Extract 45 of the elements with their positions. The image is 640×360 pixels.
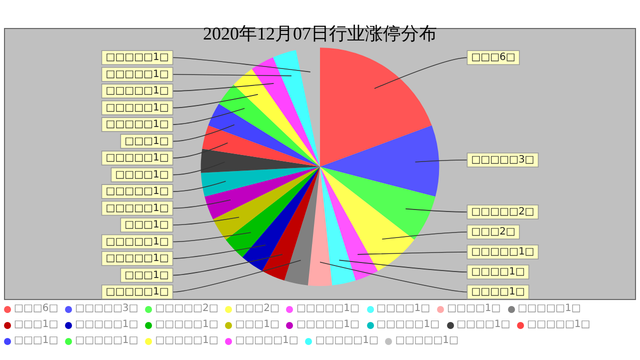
slice-label: □□□□□1□ <box>471 246 534 258</box>
chart-title: 2020年12月07日行业涨停分布 <box>203 24 437 44</box>
slice-label: □□□2□ <box>471 226 516 238</box>
slice-label: □□□6□ <box>471 52 516 64</box>
slice-label: □□□□□1□ <box>106 119 169 130</box>
slice-label: □□□□□3□ <box>471 154 534 166</box>
slice-label: □□□□□1□ <box>106 52 169 64</box>
legend-label: □□□□□2□ <box>155 302 218 316</box>
legend-label: □□□6□ <box>14 302 58 316</box>
legend-label: □□□□1□ <box>447 302 501 316</box>
slice-label: □□□□□1□ <box>106 68 169 80</box>
slice-label: □□□□□2□ <box>471 206 534 218</box>
slice-label: □□□□□1□ <box>106 286 169 298</box>
legend-label: □□□□1□ <box>456 318 510 332</box>
slice-label: □□□1□ <box>124 220 169 231</box>
slice-label: □□□1□ <box>124 136 169 147</box>
legend-label: □□□□□3□ <box>75 302 138 316</box>
legend-label: □□□□□1□ <box>395 334 458 348</box>
slice-label: □□□□1□ <box>471 266 525 278</box>
legend-label: □□□□□1□ <box>235 334 298 348</box>
legend-label: □□□□□1□ <box>155 318 218 332</box>
legend-label: □□□□□1□ <box>75 334 138 348</box>
legend-label: □□□2□ <box>235 302 280 316</box>
slice-label: □□□□□1□ <box>106 86 169 97</box>
legend-label: □□□□□1□ <box>296 318 360 332</box>
slice-label: □□□□□1□ <box>106 236 169 248</box>
legend-label: □□□1□ <box>14 334 58 348</box>
legend-label: □□□1□ <box>14 318 58 332</box>
legend-label: □□□□□1□ <box>155 334 218 348</box>
legend-label: □□□□□1□ <box>296 302 360 316</box>
slice-label: □□□□□1□ <box>106 202 169 214</box>
legend-label: □□□1□ <box>235 318 280 332</box>
slice-label: □□□□□1□ <box>106 253 169 264</box>
slice-label: □□□1□ <box>124 270 169 281</box>
slice-label: □□□□□1□ <box>106 102 169 114</box>
legend-label: □□□□□1□ <box>315 334 378 348</box>
legend-label: □□□□□1□ <box>376 318 440 332</box>
slice-label: □□□□□1□ <box>106 152 169 164</box>
legend-label: □□□□□1□ <box>75 318 138 332</box>
slice-label: □□□□□1□ <box>106 186 169 198</box>
slice-label: □□□□1□ <box>115 169 169 180</box>
slice-label: □□□□1□ <box>471 286 525 298</box>
legend-label: □□□□1□ <box>376 302 430 316</box>
legend-label: □□□□□1□ <box>518 302 581 316</box>
legend-label: □□□□□1□ <box>527 318 590 332</box>
